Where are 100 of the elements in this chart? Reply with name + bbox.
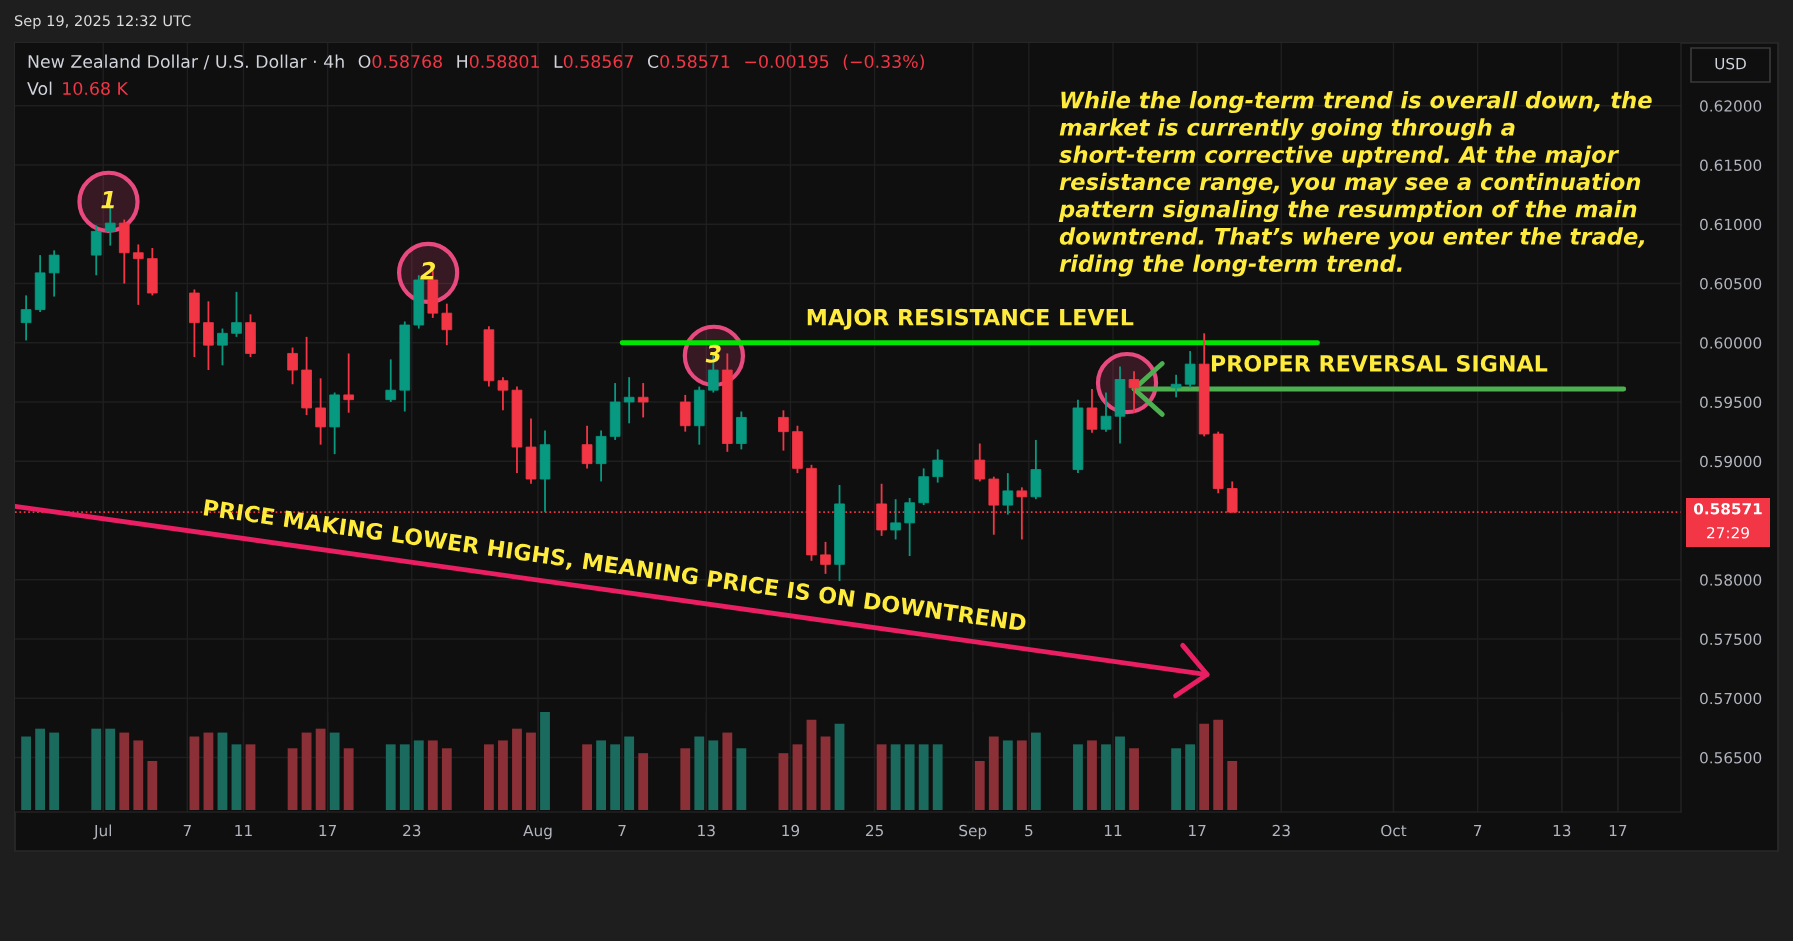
bar xyxy=(904,744,915,810)
x-tick-label: Sep xyxy=(959,824,987,840)
candlestick xyxy=(890,498,901,541)
candlestick xyxy=(581,424,593,470)
candlestick xyxy=(679,394,691,433)
bar xyxy=(1129,748,1139,810)
x-tick-label: 17 xyxy=(1189,824,1206,837)
bar xyxy=(680,748,691,810)
x-tick-label: 5 xyxy=(1025,824,1033,837)
candlestick xyxy=(1170,373,1182,399)
bar xyxy=(385,744,396,810)
bar xyxy=(301,732,312,810)
bar xyxy=(582,744,592,810)
bar xyxy=(1199,723,1210,810)
candlestick xyxy=(932,448,944,484)
bar xyxy=(1185,744,1196,810)
x-tick-label: 17 xyxy=(319,824,337,837)
x-tick-label: 11 xyxy=(1104,824,1122,837)
candlestick xyxy=(904,497,915,557)
bar xyxy=(133,740,144,810)
bar xyxy=(708,740,719,810)
bar xyxy=(441,748,452,810)
bar xyxy=(988,736,999,810)
candlestick xyxy=(20,294,32,342)
candlestick xyxy=(1100,391,1112,433)
bar xyxy=(287,748,298,810)
bar xyxy=(1087,740,1097,810)
x-tick-label: 7 xyxy=(1474,824,1482,837)
x-tick-label: 13 xyxy=(698,824,715,837)
bar xyxy=(624,736,635,810)
bar xyxy=(526,732,536,810)
bar xyxy=(427,740,438,810)
bar xyxy=(498,740,508,810)
candlestick xyxy=(1128,370,1140,414)
x-tick-label: 11 xyxy=(235,824,252,837)
text: O0.58768 H0.58801 L0.58567 C0.58571 −0.00195 (−0.33%) xyxy=(358,54,924,71)
x-tick-label: 23 xyxy=(1272,824,1290,837)
bar xyxy=(1213,719,1224,810)
bar xyxy=(596,740,607,810)
bar xyxy=(778,753,789,810)
bar xyxy=(974,761,985,810)
x-tick-label: Aug xyxy=(523,824,552,840)
candlestick xyxy=(287,346,298,386)
x-tick-label: 23 xyxy=(403,824,421,837)
bar xyxy=(315,728,326,810)
bar xyxy=(329,732,340,810)
x-tick-label: 19 xyxy=(782,824,800,837)
x-tick-label: Oct xyxy=(1381,824,1407,837)
bar xyxy=(610,744,621,810)
bar xyxy=(119,732,130,810)
bar xyxy=(918,744,929,810)
candlestick xyxy=(974,442,986,483)
y-tick-label: 0.60000 xyxy=(1700,337,1762,349)
annotation: 10.68 K xyxy=(63,81,129,96)
candlestick xyxy=(497,376,509,412)
bar xyxy=(21,736,32,810)
candlestick xyxy=(1184,350,1196,389)
bar xyxy=(1073,744,1083,810)
candlestick xyxy=(637,382,649,419)
y-tick-label: 0.57000 xyxy=(1700,692,1762,705)
series-label: PROPER REVERSAL SIGNAL xyxy=(1211,355,1548,372)
candlestick xyxy=(132,243,144,306)
bar xyxy=(694,736,705,810)
y-tick-label: 0.59500 xyxy=(1700,396,1762,409)
bar xyxy=(1030,732,1041,810)
candlestick xyxy=(778,409,789,452)
bar xyxy=(1171,748,1182,810)
candlestick xyxy=(623,376,635,425)
annotation: 1 xyxy=(101,191,114,209)
point xyxy=(77,170,140,233)
candlestick xyxy=(343,352,354,414)
x-tick-label: 25 xyxy=(865,824,883,837)
candlestick xyxy=(231,290,242,338)
x-tick-label: 7 xyxy=(618,824,626,837)
candlestick xyxy=(385,358,397,403)
y-tick-label: 0.58000 xyxy=(1700,574,1762,586)
annotation: 2 xyxy=(420,261,436,280)
y-tick-label: 0.61000 xyxy=(1700,218,1762,231)
bar xyxy=(540,712,550,810)
chart-title: Vol xyxy=(27,81,52,96)
bar xyxy=(736,748,747,810)
y-tick-label: 0.56500 xyxy=(1700,751,1762,764)
bar xyxy=(203,732,214,810)
bar xyxy=(1227,761,1238,810)
y-tick-label: 0.62000 xyxy=(1700,100,1762,112)
x-tick-label: Jul xyxy=(93,824,112,840)
bar xyxy=(834,723,845,810)
bar xyxy=(932,744,943,810)
bar xyxy=(105,728,116,810)
bar xyxy=(484,744,494,810)
candlestick xyxy=(1002,472,1014,516)
bar xyxy=(1002,740,1013,810)
x-tick-label: 7 xyxy=(183,824,191,837)
candlestick xyxy=(90,224,102,277)
x-tick-label: 13 xyxy=(1553,824,1571,837)
candlestick xyxy=(48,249,60,298)
y-tick-label: 0.60500 xyxy=(1700,278,1762,290)
bar xyxy=(1101,744,1111,810)
bar xyxy=(820,736,831,810)
bar xyxy=(189,736,200,810)
